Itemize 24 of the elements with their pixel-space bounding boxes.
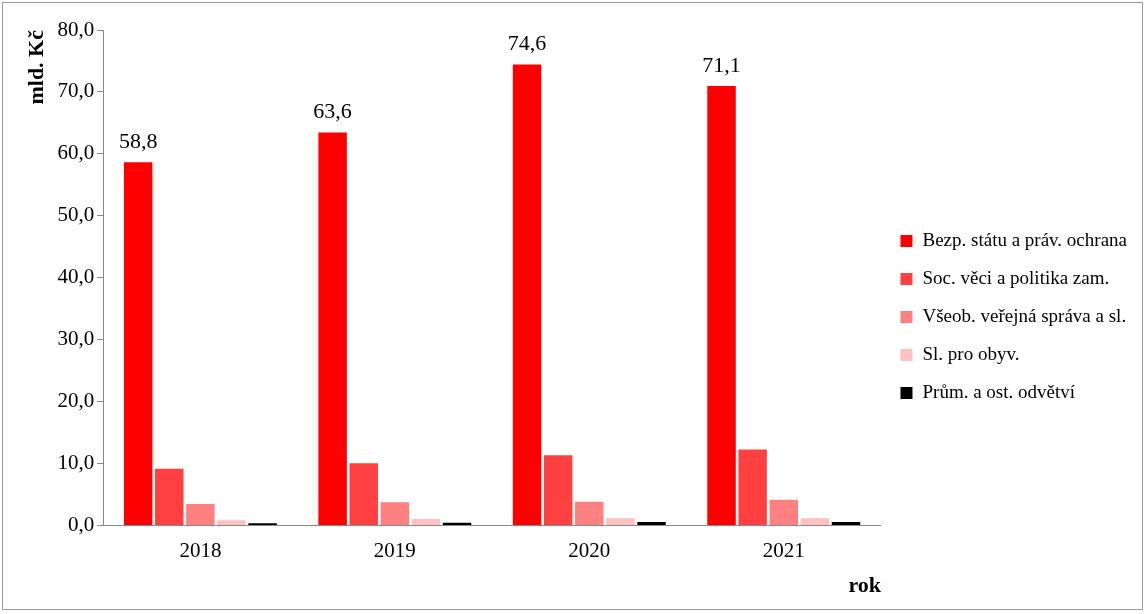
y-tick-label: 20,0	[57, 388, 95, 413]
data-label: 74,6	[507, 30, 547, 56]
legend-label: Bezp. státu a práv. ochrana	[922, 228, 1128, 250]
legend-label: Soc. věci a politika zam.	[922, 266, 1110, 288]
legend-label: Prům. a ost. odvětví	[922, 380, 1076, 402]
x-axis-title: rok	[848, 572, 882, 598]
y-tick-label: 10,0	[57, 449, 95, 474]
data-label: 71,1	[702, 51, 741, 77]
x-tick-label: 2019	[373, 537, 416, 562]
x-tick-label: 2020	[568, 537, 611, 562]
y-tick-label: 40,0	[57, 264, 95, 289]
y-tick-label: 50,0	[57, 202, 95, 227]
y-tick-label: 60,0	[57, 140, 95, 165]
x-tick-label: 2021	[762, 537, 805, 562]
y-tick-label: 30,0	[57, 326, 95, 351]
data-label: 63,6	[313, 98, 352, 124]
y-tick-label: 70,0	[57, 78, 95, 103]
y-tick-label: 0,0	[67, 511, 95, 536]
legend-label: Všeob. veřejná správa a sl.	[922, 304, 1127, 326]
x-tick-label: 2018	[179, 537, 222, 562]
y-axis-title: mld. Kč	[22, 29, 48, 105]
legend-label: Sl. pro obyv.	[922, 342, 1020, 364]
y-tick-label: 80,0	[57, 16, 95, 41]
data-label: 58,8	[118, 128, 158, 154]
